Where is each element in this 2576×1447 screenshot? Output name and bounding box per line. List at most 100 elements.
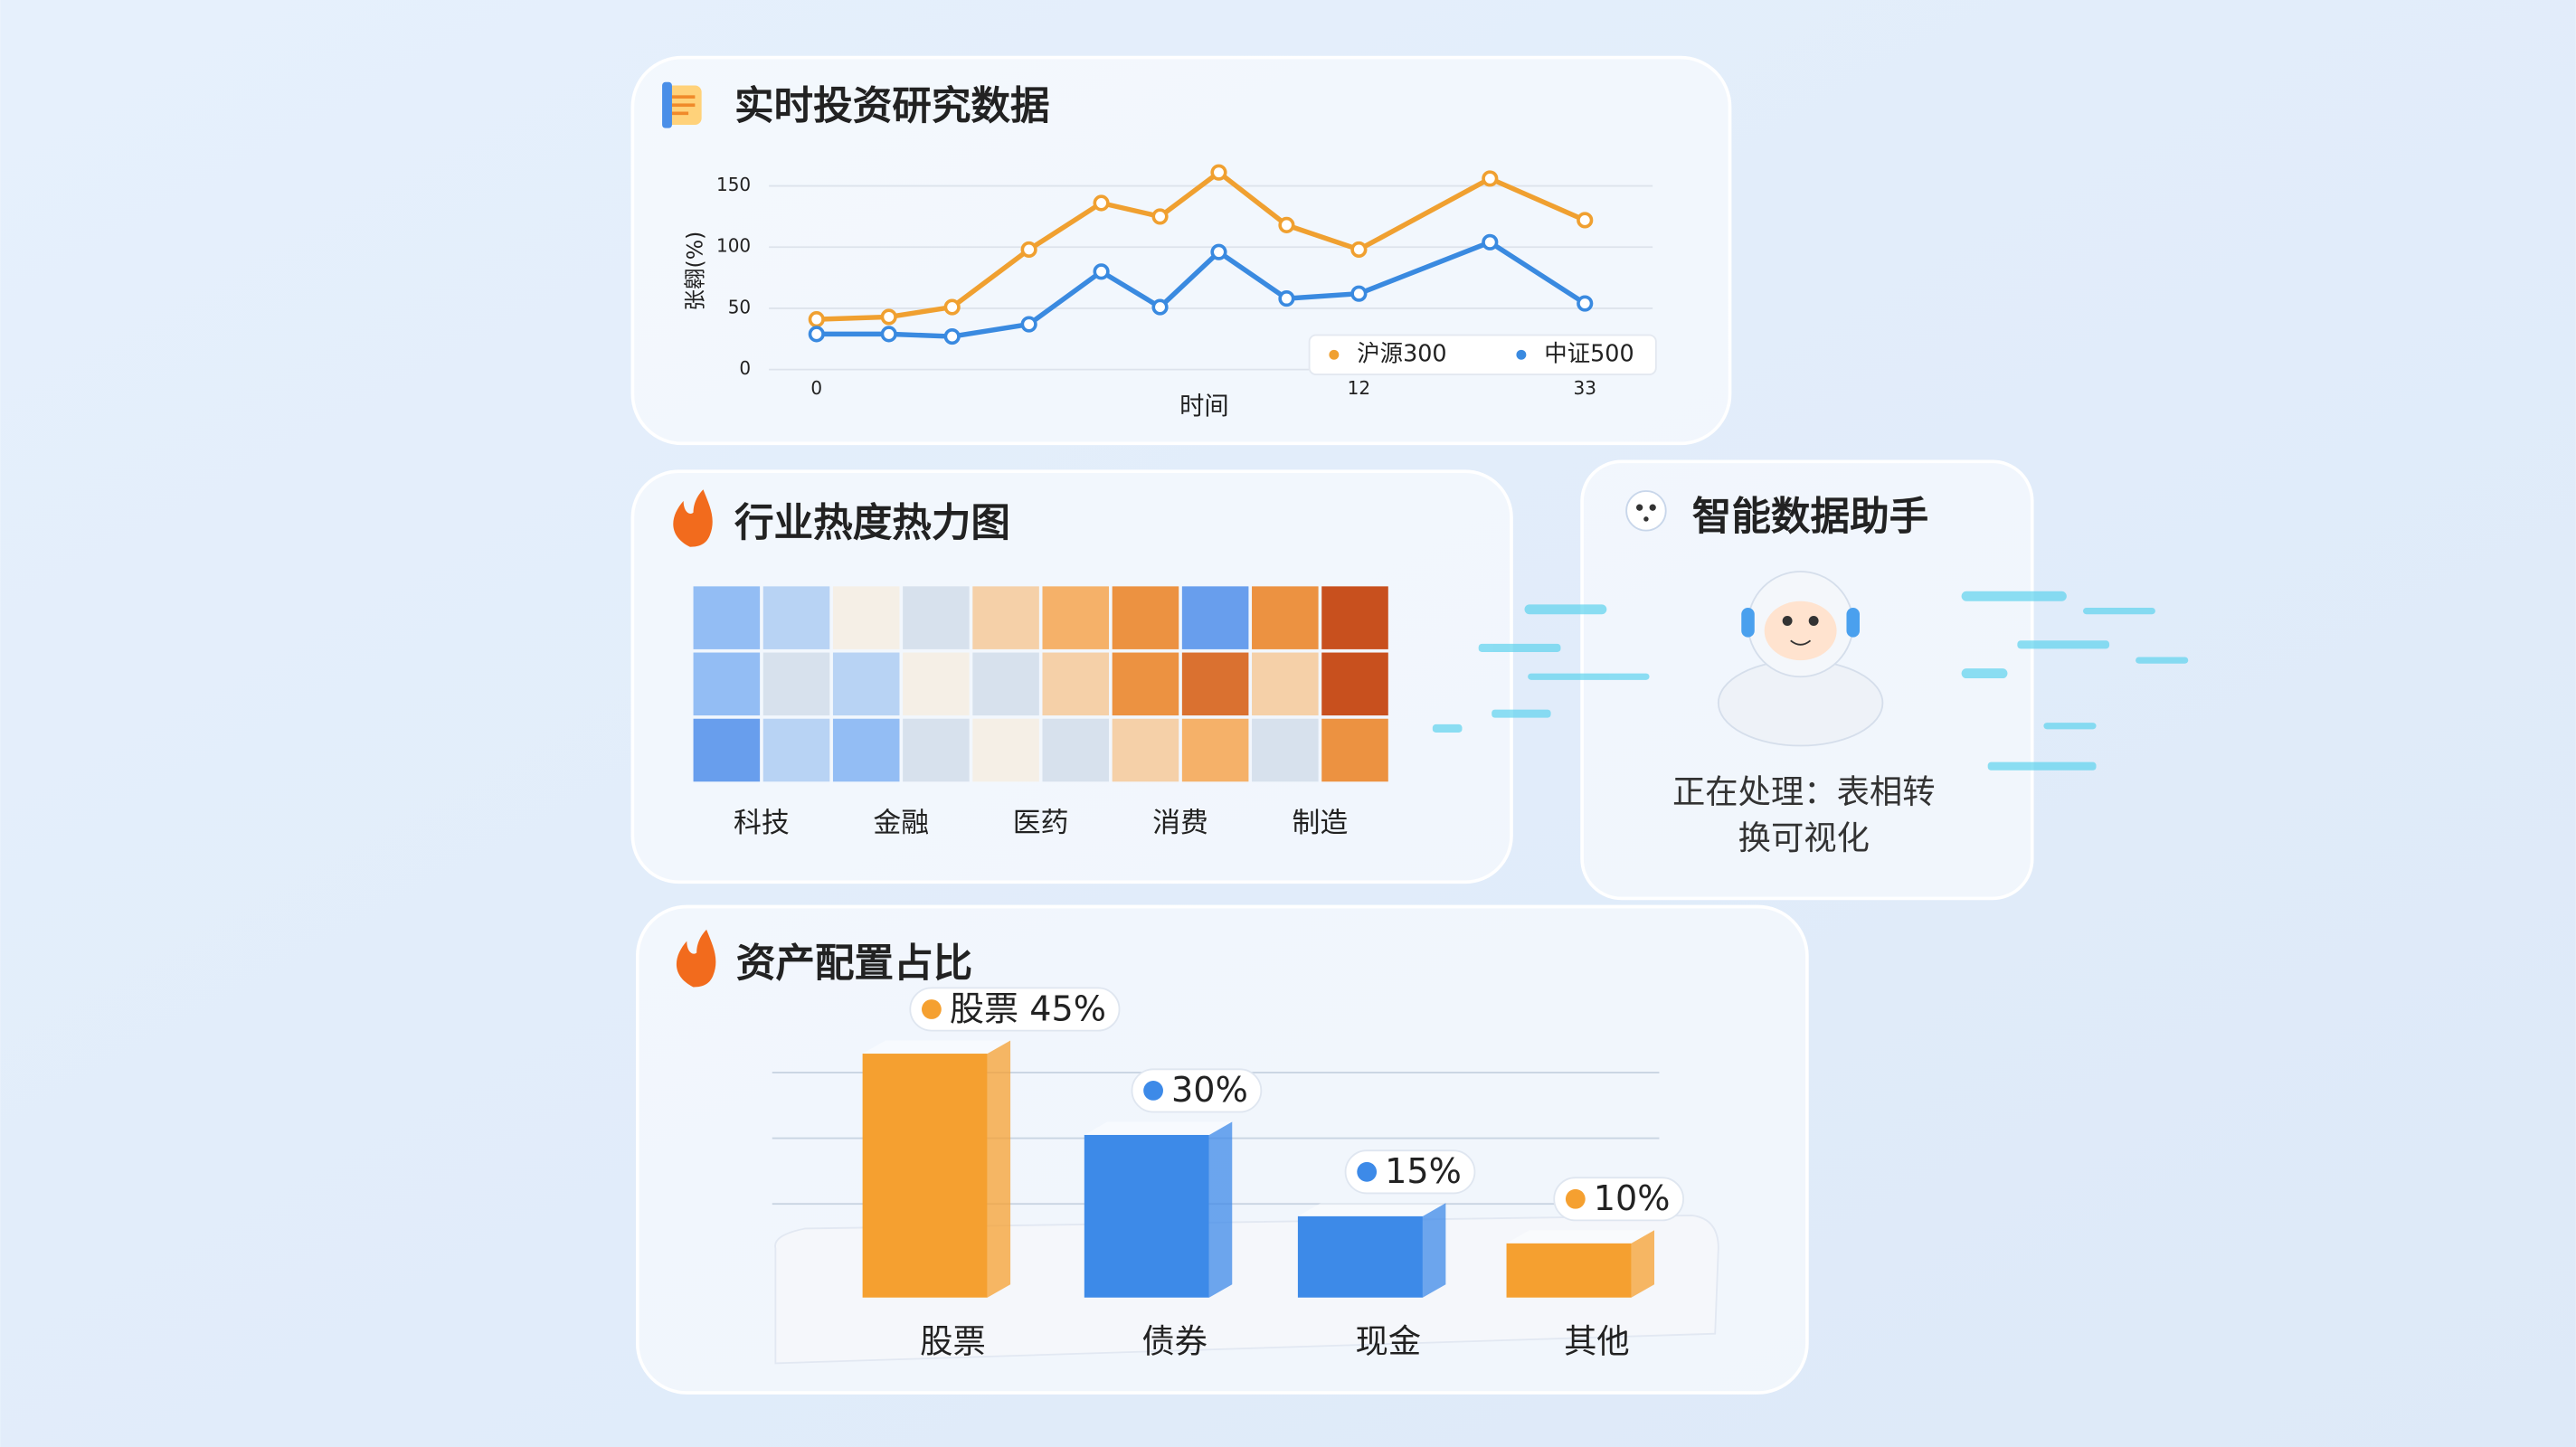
bar-top (1297, 1203, 1446, 1216)
value-label: 30% (1171, 1070, 1248, 1110)
bar-title: 资产配置占比 (736, 941, 972, 987)
x-tick-label: 33 (1574, 377, 1596, 399)
heat-cell (1252, 652, 1319, 716)
bar-top (1506, 1230, 1654, 1244)
point (1278, 290, 1295, 307)
heat-cell (832, 586, 900, 649)
point (1210, 243, 1227, 260)
assistant-title: 智能数据助手 (1692, 495, 1928, 540)
value-dot (1357, 1161, 1378, 1182)
heat-cell (762, 586, 830, 649)
heat-cell (1321, 718, 1388, 782)
heat-cell (1112, 586, 1179, 649)
icon-flame (676, 929, 716, 988)
y-tick-label: 100 (716, 235, 751, 257)
x-tick-label: 科技 (734, 807, 790, 839)
heat-cell (1112, 718, 1179, 782)
bar-plinth (774, 1215, 1719, 1365)
bar (1084, 1121, 1233, 1298)
heat-cell (1181, 586, 1249, 649)
point (1577, 212, 1594, 229)
assistant-status: 正在处理：表相转换可视化 (1672, 771, 1936, 858)
point (880, 326, 897, 343)
x-tick-label: 其他 (1564, 1322, 1630, 1361)
legend-label: 沪源300 (1357, 339, 1446, 366)
value-label: 股票 45% (950, 988, 1106, 1028)
y-tick-label: 150 (716, 174, 751, 195)
bar-side (1631, 1230, 1654, 1298)
point (1093, 194, 1110, 212)
point (1210, 164, 1227, 181)
heat-cell (1181, 718, 1249, 782)
icon-bot (1625, 490, 1667, 532)
bar-front (1506, 1243, 1632, 1298)
point (1482, 233, 1499, 251)
bar-front (1084, 1134, 1209, 1298)
legend-dot (1516, 349, 1527, 360)
bar (1297, 1203, 1446, 1298)
legend-dot (1329, 349, 1340, 360)
x-tick-label: 0 (810, 377, 822, 399)
y-axis-label: 张翱(%) (683, 232, 708, 311)
heat-cell (762, 718, 830, 782)
value-dot (922, 999, 942, 1019)
robot-illustration (1717, 571, 1884, 747)
point (808, 326, 825, 343)
heat-cell (1321, 586, 1388, 649)
heat-cell (1042, 718, 1110, 782)
x-tick-label: 医药 (1013, 807, 1069, 839)
heat-cell (832, 652, 900, 716)
point (1151, 298, 1169, 316)
point (1577, 295, 1594, 312)
point (1482, 170, 1499, 187)
x-tick-label: 债券 (1141, 1322, 1208, 1361)
value-pill (1131, 1068, 1263, 1113)
heat-cell (1042, 586, 1110, 649)
status-box: 正在处理：表相转换可视化 (1672, 771, 1936, 858)
point (943, 327, 961, 345)
line-title: 实时投资研究数据 (734, 84, 1050, 129)
heat-cell (972, 652, 1039, 716)
value-pill (909, 987, 1121, 1032)
heat-cell (903, 586, 970, 649)
point (808, 311, 825, 328)
point (1020, 316, 1037, 333)
x-tick-label: 股票 (920, 1322, 986, 1361)
value-dot (1143, 1081, 1163, 1101)
bar (1506, 1230, 1654, 1298)
heat-cell (1252, 586, 1319, 649)
heat-cell (693, 586, 761, 649)
x-tick-label: 金融 (873, 807, 929, 839)
heat-cell (832, 718, 900, 782)
point (1020, 241, 1037, 259)
x-axis-label: 时间 (1179, 392, 1228, 421)
legend-label: 中证500 (1544, 339, 1634, 366)
point (1350, 285, 1368, 302)
heat-cell (1042, 652, 1110, 716)
heatmap-title: 行业热度热力图 (734, 501, 1010, 546)
value-pill (1344, 1149, 1476, 1195)
x-tick-label: 12 (1348, 377, 1370, 399)
y-tick-label: 0 (739, 357, 751, 379)
heat-cell (903, 718, 970, 782)
x-tick-label: 现金 (1355, 1322, 1421, 1361)
heat-cell (972, 718, 1039, 782)
icon-notes (662, 81, 702, 128)
heat-cell (972, 586, 1039, 649)
point (880, 308, 897, 326)
heat-cell (1112, 652, 1179, 716)
point (1151, 208, 1169, 225)
bar-top (862, 1040, 1011, 1055)
point (1093, 263, 1110, 280)
heat-cell (903, 652, 970, 716)
point (1278, 216, 1295, 233)
heat-cell (1181, 652, 1249, 716)
point (943, 298, 961, 316)
x-tick-label: 消费 (1152, 807, 1208, 839)
value-pill (1553, 1177, 1684, 1222)
value-label: 10% (1594, 1178, 1671, 1218)
speed-lines (1432, 591, 2189, 771)
y-tick-label: 50 (728, 296, 751, 317)
